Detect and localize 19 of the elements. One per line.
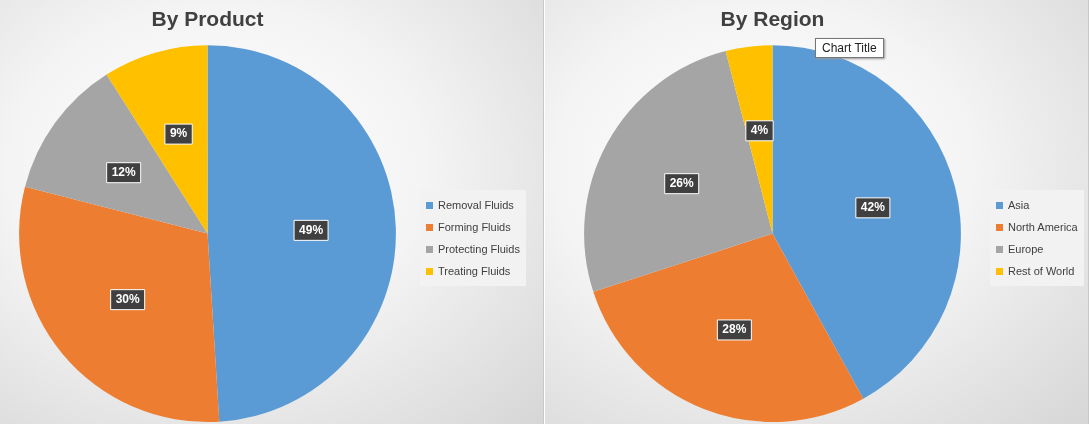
legend-label: Removal Fluids [438,199,514,211]
legend-label: Rest of World [1008,265,1075,277]
data-label: 42% [860,200,886,215]
legend-label: North America [1008,221,1078,233]
legend-label: Protecting Fluids [438,243,520,255]
data-label: 4% [750,123,769,138]
chart-title: By Region [720,7,825,31]
legend-label: Forming Fluids [438,221,511,233]
data-label: 26% [669,175,695,190]
data-label: 9% [169,126,188,141]
legend-label: Treating Fluids [438,265,511,277]
data-label: 30% [115,291,140,306]
data-label: 49% [299,222,324,237]
legend-label: Asia [1008,199,1030,211]
text: Chart Title [815,38,884,58]
data-label: 12% [111,165,136,180]
chart-title: By Product [151,7,264,31]
legend-label: Europe [1008,243,1044,255]
data-label: 28% [722,322,747,337]
